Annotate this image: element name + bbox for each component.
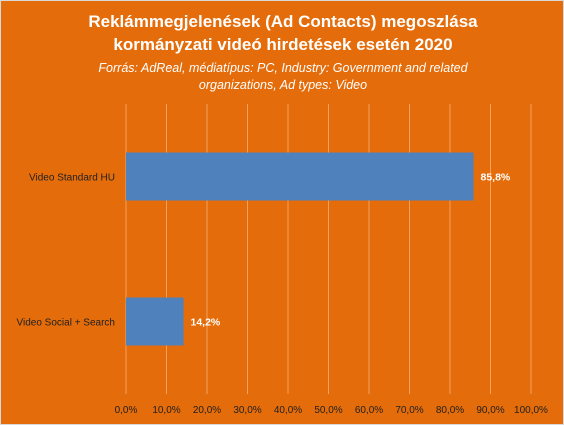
category-label: Video Social + Search: [17, 318, 116, 329]
x-tick-label: 10,0%: [152, 405, 180, 416]
data-label: 85,8%: [480, 172, 510, 184]
x-tick-label: 80,0%: [436, 405, 464, 416]
x-tick-label: 60,0%: [355, 405, 383, 416]
chart-subtitle-line-2: organizations, Ad types: Video: [198, 78, 368, 92]
bar: [126, 152, 474, 201]
x-axis-tick-labels: 0,0% 10,0% 20,0% 30,0% 40,0% 50,0% 60,0% 70,0% 8…: [115, 405, 548, 416]
chart-title-line-1: Reklámmegjelenések (Ad Contacts) megoszl…: [88, 12, 478, 31]
data-labels: 85,8% 14,2%: [191, 172, 511, 329]
bars: [126, 152, 474, 346]
x-tick-label: 50,0%: [314, 405, 342, 416]
category-labels: Video Standard HU Video Social + Search: [17, 173, 116, 329]
x-tick-label: 20,0%: [193, 405, 221, 416]
bar: [126, 297, 184, 346]
x-tick-label: 0,0%: [115, 405, 138, 416]
category-label: Video Standard HU: [29, 173, 115, 184]
chart-title-line-2: kormányzati videó hirdetések esetén 2020: [113, 35, 453, 54]
x-tick-label: 100,0%: [514, 405, 548, 416]
x-tick-label: 30,0%: [233, 405, 261, 416]
x-tick-label: 40,0%: [274, 405, 302, 416]
data-label: 14,2%: [191, 317, 221, 329]
gridlines: [125, 104, 532, 394]
chart-subtitle-line-1: Forrás: AdReal, médiatípus: PC, Industry…: [98, 61, 468, 75]
x-tick-label: 90,0%: [476, 405, 504, 416]
x-tick-label: 70,0%: [395, 405, 423, 416]
